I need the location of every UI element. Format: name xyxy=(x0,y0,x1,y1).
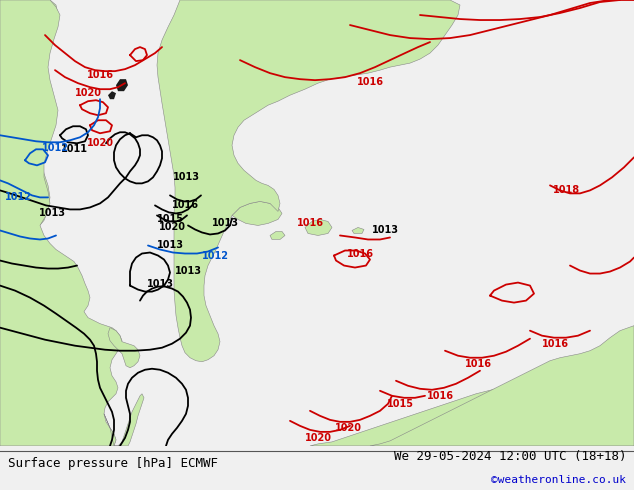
Polygon shape xyxy=(108,91,116,99)
Text: 1016: 1016 xyxy=(356,77,384,87)
Text: 1016: 1016 xyxy=(86,70,113,80)
Text: 1020: 1020 xyxy=(304,433,332,443)
Polygon shape xyxy=(104,394,144,446)
Text: 1018: 1018 xyxy=(552,185,579,196)
Text: 1013: 1013 xyxy=(212,219,238,228)
Text: 1012: 1012 xyxy=(4,193,32,202)
Text: 1015: 1015 xyxy=(387,399,413,409)
Text: 1013: 1013 xyxy=(157,241,183,250)
Text: 1013: 1013 xyxy=(39,208,65,219)
Polygon shape xyxy=(0,0,122,446)
Text: 1016: 1016 xyxy=(465,359,491,369)
Text: 1020: 1020 xyxy=(158,222,186,232)
Text: 1011: 1011 xyxy=(60,144,87,154)
Text: 1013: 1013 xyxy=(174,266,202,275)
Polygon shape xyxy=(270,231,285,240)
Polygon shape xyxy=(352,227,364,233)
Text: 1016: 1016 xyxy=(427,391,453,401)
Text: 1016: 1016 xyxy=(172,200,198,210)
Text: 1020: 1020 xyxy=(75,88,101,98)
Text: 1016: 1016 xyxy=(347,248,373,259)
Text: 1012: 1012 xyxy=(202,250,228,261)
Polygon shape xyxy=(310,361,634,446)
Polygon shape xyxy=(0,0,58,230)
Polygon shape xyxy=(370,326,634,446)
Polygon shape xyxy=(108,328,140,368)
Polygon shape xyxy=(305,220,332,236)
Text: 1020: 1020 xyxy=(335,423,361,433)
Text: 1020: 1020 xyxy=(86,138,113,148)
Text: 1013: 1013 xyxy=(372,225,399,236)
Polygon shape xyxy=(116,79,128,91)
Text: 1016: 1016 xyxy=(541,339,569,349)
Polygon shape xyxy=(232,201,282,225)
Text: 1016: 1016 xyxy=(297,219,323,228)
Text: We 29-05-2024 12:00 UTC (18+18): We 29-05-2024 12:00 UTC (18+18) xyxy=(394,450,626,464)
Text: Surface pressure [hPa] ECMWF: Surface pressure [hPa] ECMWF xyxy=(8,457,217,470)
Polygon shape xyxy=(208,65,234,117)
Text: ©weatheronline.co.uk: ©weatheronline.co.uk xyxy=(491,475,626,485)
Text: 1013: 1013 xyxy=(172,172,200,182)
Text: 1013: 1013 xyxy=(146,279,174,289)
Polygon shape xyxy=(157,0,460,362)
Text: 1015: 1015 xyxy=(157,215,183,224)
Text: 1012: 1012 xyxy=(41,143,68,153)
